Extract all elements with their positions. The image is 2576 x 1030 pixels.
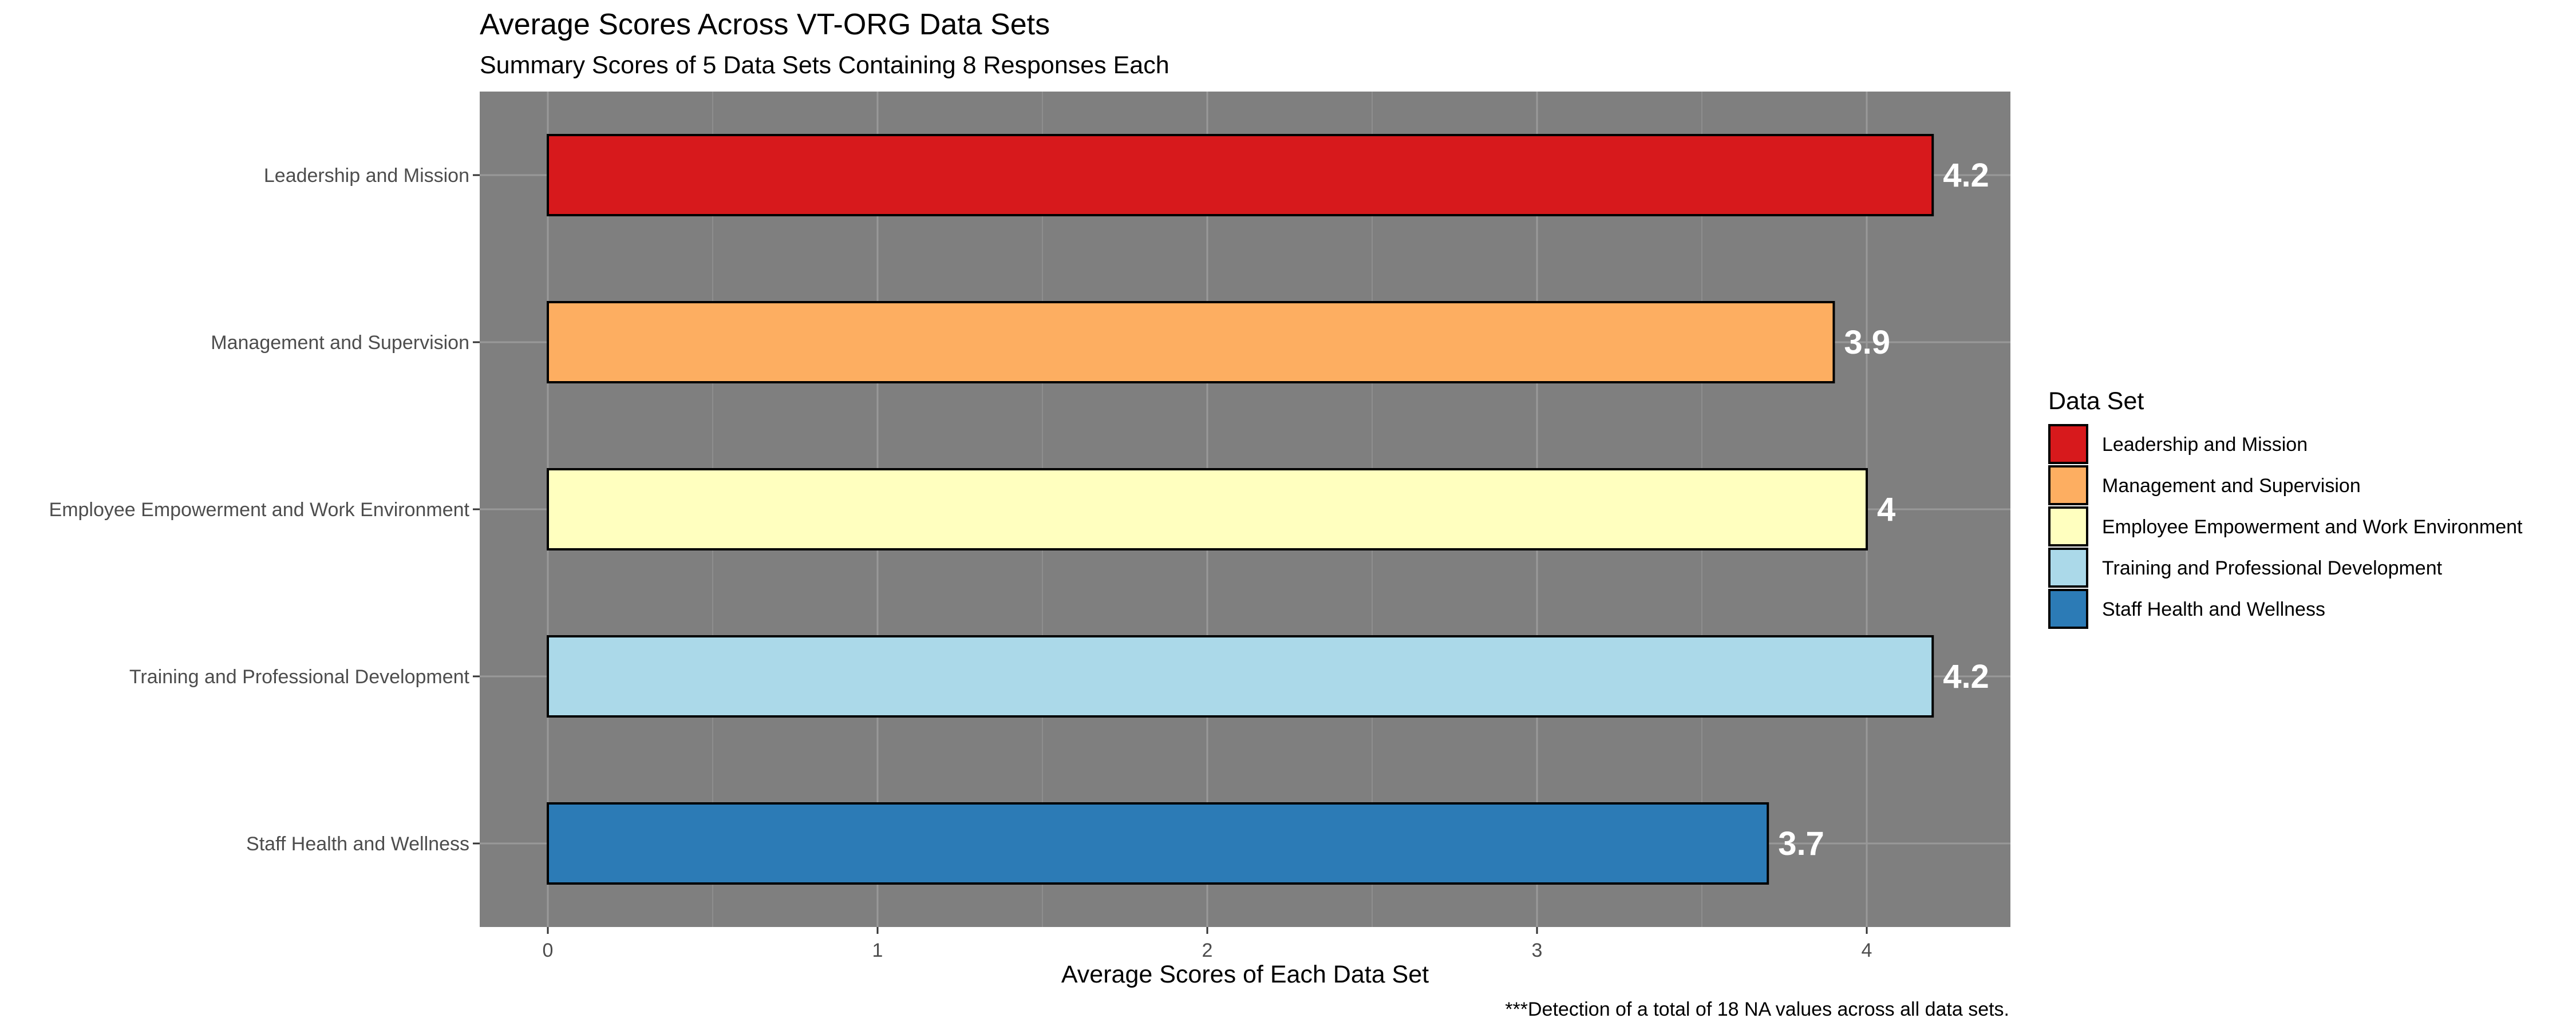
x-tick-label: 0 bbox=[543, 940, 554, 961]
bar-value-label: 3.7 bbox=[1778, 825, 1824, 862]
y-axis: Leadership and Mission Management and Sup… bbox=[49, 165, 480, 855]
legend-items: Leadership and Mission Management and Sup… bbox=[2048, 424, 2523, 629]
bar-value-label: 3.9 bbox=[1844, 324, 1890, 361]
legend-key bbox=[2048, 548, 2088, 588]
bar bbox=[547, 134, 1934, 216]
y-tick-label: Employee Empowerment and Work Environmen… bbox=[49, 499, 470, 521]
legend-label: Training and Professional Development bbox=[2102, 557, 2443, 579]
legend-key bbox=[2048, 506, 2088, 546]
data-labels: 4.2 3.9 4 4.2 3.7 bbox=[1778, 157, 1989, 862]
x-tick-label: 2 bbox=[1202, 940, 1213, 961]
chart-title: Average Scores Across VT-ORG Data Sets bbox=[480, 8, 1050, 41]
x-tick-label: 4 bbox=[1862, 940, 1872, 961]
legend-label: Employee Empowerment and Work Environmen… bbox=[2102, 516, 2523, 538]
y-tick-label: Management and Supervision bbox=[211, 332, 469, 354]
bar-value-label: 4.2 bbox=[1943, 658, 1989, 695]
chart-caption: ***Detection of a total of 18 NA values … bbox=[1505, 999, 2009, 1020]
chart-subtitle: Summary Scores of 5 Data Sets Containing… bbox=[480, 52, 1170, 79]
legend-key bbox=[2048, 589, 2088, 629]
x-axis: 0 1 2 3 4 bbox=[543, 927, 1872, 961]
bar bbox=[547, 468, 1868, 550]
x-tick-label: 1 bbox=[872, 940, 883, 961]
legend-title: Data Set bbox=[2048, 387, 2144, 415]
y-tick-label: Leadership and Mission bbox=[264, 165, 469, 187]
legend-label: Staff Health and Wellness bbox=[2102, 599, 2325, 620]
bar bbox=[547, 301, 1835, 383]
bar-value-label: 4 bbox=[1877, 491, 1895, 528]
bar-value-label: 4.2 bbox=[1943, 157, 1989, 194]
legend-key bbox=[2048, 424, 2088, 464]
bars bbox=[547, 134, 1934, 885]
bar bbox=[547, 635, 1934, 718]
bar bbox=[547, 802, 1769, 885]
legend-label: Management and Supervision bbox=[2102, 475, 2361, 497]
legend: Data Set Leadership and Mission Managemen… bbox=[2048, 387, 2523, 629]
y-tick-label: Training and Professional Development bbox=[129, 666, 470, 688]
legend-key bbox=[2048, 465, 2088, 505]
y-tick-label: Staff Health and Wellness bbox=[246, 833, 469, 855]
x-tick-label: 3 bbox=[1532, 940, 1543, 961]
legend-label: Leadership and Mission bbox=[2102, 434, 2308, 455]
x-axis-label: Average Scores of Each Data Set bbox=[1061, 961, 1429, 988]
